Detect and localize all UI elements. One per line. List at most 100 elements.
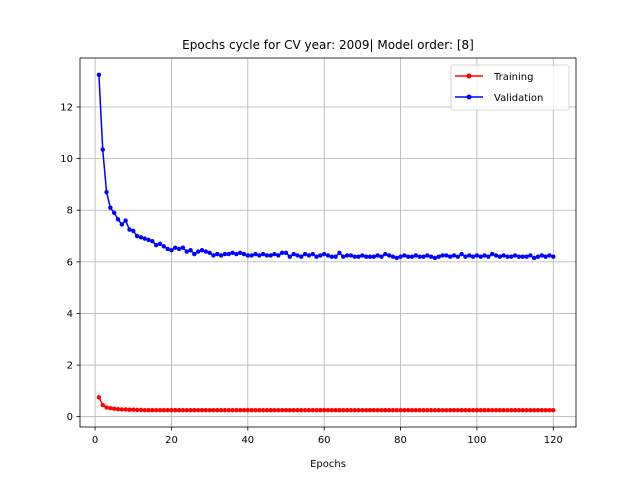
data-point-validation: [180, 245, 186, 250]
data-point-validation: [531, 255, 537, 261]
data-point-training: [142, 408, 147, 413]
data-point-validation: [543, 254, 548, 259]
data-point-validation: [299, 254, 304, 259]
legend-validation-label: Validation: [494, 93, 543, 104]
data-point-training: [451, 408, 457, 413]
data-point-validation: [230, 250, 235, 256]
y-tick-label: 8: [67, 206, 73, 217]
data-point-validation: [176, 246, 182, 252]
data-point-training: [207, 408, 212, 413]
y-tick-label: 4: [67, 309, 73, 320]
legend-validation-marker: [466, 94, 472, 100]
data-point-validation: [157, 241, 163, 246]
data-point-validation: [547, 253, 552, 258]
data-point-training: [447, 408, 453, 413]
data-point-training: [425, 408, 430, 413]
series-training: [96, 395, 556, 413]
data-point-validation: [474, 253, 480, 258]
data-point-training: [131, 407, 136, 412]
data-point-validation: [394, 255, 399, 261]
series-layer: [96, 72, 556, 413]
data-point-training: [348, 408, 354, 413]
data-point-training: [409, 408, 415, 413]
data-point-validation: [222, 251, 228, 257]
data-point-training: [230, 408, 235, 413]
data-point-training: [432, 408, 438, 413]
data-point-validation: [195, 249, 201, 254]
data-point-training: [218, 408, 224, 413]
data-point-training: [375, 408, 380, 413]
data-point-validation: [321, 251, 327, 257]
data-point-training: [543, 408, 548, 413]
axis-ticks: 0 20 40 60 80 100 120 0 2 4 6 8 10 12: [60, 103, 563, 446]
data-point-training: [512, 408, 518, 413]
data-point-validation: [352, 254, 357, 259]
data-point-training: [528, 408, 533, 413]
data-point-validation: [455, 254, 461, 259]
data-point-training: [119, 407, 125, 412]
data-point-training: [390, 408, 396, 413]
data-point-validation: [516, 254, 522, 259]
data-point-validation: [161, 244, 167, 249]
data-point-validation: [509, 254, 514, 259]
data-point-validation: [234, 251, 239, 257]
data-point-training: [153, 408, 159, 413]
data-point-training: [257, 408, 262, 413]
data-point-training: [524, 408, 529, 413]
data-point-training: [222, 408, 228, 413]
legend-training-label: Training: [493, 72, 533, 83]
data-point-training: [501, 408, 506, 413]
y-tick-label: 2: [67, 361, 73, 372]
data-point-validation: [272, 251, 277, 257]
data-point-training: [108, 405, 113, 411]
data-point-validation: [283, 250, 289, 256]
data-point-validation: [379, 254, 384, 259]
data-point-validation: [333, 254, 338, 259]
data-point-validation: [329, 254, 335, 259]
data-point-validation: [153, 242, 159, 248]
data-point-training: [405, 408, 411, 413]
data-point-validation: [444, 253, 449, 258]
data-point-validation: [470, 254, 476, 259]
data-point-validation: [119, 222, 125, 227]
data-point-training: [104, 405, 109, 410]
data-point-training: [279, 408, 285, 413]
data-point-training: [394, 408, 399, 413]
data-point-training: [547, 408, 552, 413]
data-point-validation: [253, 251, 258, 257]
data-point-training: [459, 408, 464, 413]
data-point-validation: [535, 254, 541, 259]
data-point-validation: [432, 255, 438, 261]
data-point-training: [352, 408, 357, 413]
data-point-training: [360, 408, 365, 413]
data-point-training: [333, 408, 338, 413]
data-point-training: [302, 408, 308, 413]
data-point-validation: [226, 251, 231, 257]
data-point-validation: [451, 253, 457, 258]
data-point-validation: [131, 228, 136, 234]
data-point-validation: [241, 251, 247, 257]
data-point-training: [268, 408, 273, 413]
x-tick-label: 0: [92, 435, 98, 446]
data-point-validation: [348, 253, 354, 258]
data-point-training: [493, 408, 499, 413]
y-tick-label: 0: [67, 412, 73, 423]
data-point-validation: [287, 254, 293, 259]
data-point-training: [169, 408, 174, 413]
data-point-validation: [356, 254, 361, 259]
data-point-validation: [428, 254, 434, 259]
data-point-validation: [96, 72, 102, 77]
data-point-training: [421, 408, 426, 413]
x-tick-label: 80: [394, 435, 407, 446]
data-point-training: [306, 408, 312, 413]
data-point-validation: [279, 250, 285, 256]
data-point-validation: [108, 205, 113, 210]
data-point-training: [199, 408, 205, 413]
legend: Training Validation: [450, 64, 570, 111]
data-point-training: [329, 408, 335, 413]
data-point-training: [497, 408, 503, 413]
data-point-training: [505, 408, 510, 413]
data-point-training: [478, 408, 483, 413]
legend-training-marker: [466, 73, 472, 79]
data-point-training: [482, 408, 487, 413]
